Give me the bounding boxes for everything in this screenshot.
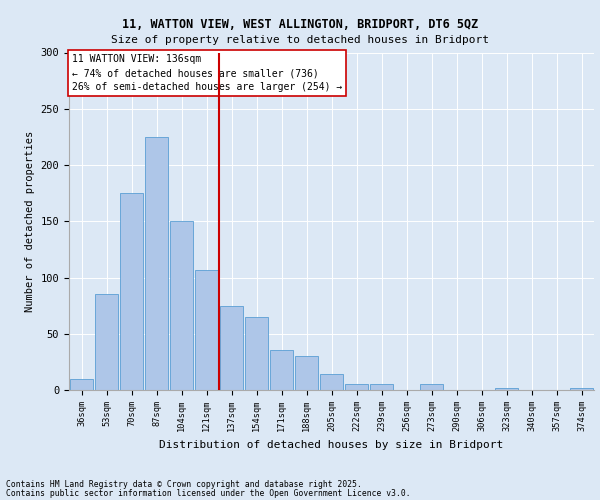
X-axis label: Distribution of detached houses by size in Bridport: Distribution of detached houses by size … xyxy=(160,440,503,450)
Text: Contains HM Land Registry data © Crown copyright and database right 2025.: Contains HM Land Registry data © Crown c… xyxy=(6,480,362,489)
Bar xyxy=(569,388,593,390)
Bar xyxy=(119,193,143,390)
Text: Contains public sector information licensed under the Open Government Licence v3: Contains public sector information licen… xyxy=(6,489,410,498)
Bar xyxy=(370,384,394,390)
Bar xyxy=(95,294,118,390)
Bar xyxy=(419,384,443,390)
Bar xyxy=(320,374,343,390)
Text: 11, WATTON VIEW, WEST ALLINGTON, BRIDPORT, DT6 5QZ: 11, WATTON VIEW, WEST ALLINGTON, BRIDPOR… xyxy=(122,18,478,30)
Bar xyxy=(344,384,368,390)
Bar xyxy=(295,356,319,390)
Text: 11 WATTON VIEW: 136sqm
← 74% of detached houses are smaller (736)
26% of semi-de: 11 WATTON VIEW: 136sqm ← 74% of detached… xyxy=(71,54,342,92)
Bar xyxy=(245,317,268,390)
Y-axis label: Number of detached properties: Number of detached properties xyxy=(25,130,35,312)
Bar xyxy=(170,221,193,390)
Bar xyxy=(269,350,293,390)
Bar xyxy=(70,379,94,390)
Text: Size of property relative to detached houses in Bridport: Size of property relative to detached ho… xyxy=(111,35,489,45)
Bar xyxy=(220,306,244,390)
Bar xyxy=(145,137,169,390)
Bar xyxy=(494,388,518,390)
Bar xyxy=(194,270,218,390)
